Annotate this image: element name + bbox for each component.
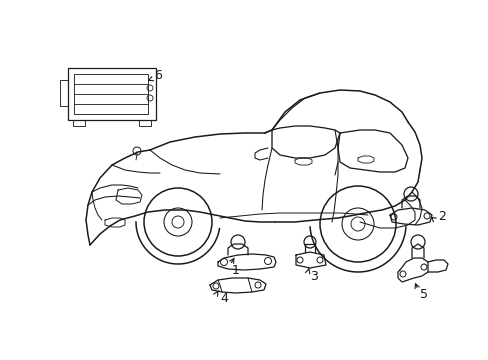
Bar — [68, 68, 156, 120]
Text: 6: 6 — [154, 68, 162, 81]
Text: 5: 5 — [419, 288, 427, 302]
Bar — [60, 80, 68, 106]
Bar — [74, 74, 148, 114]
Text: 1: 1 — [232, 264, 240, 276]
Bar — [139, 120, 151, 126]
Text: 3: 3 — [309, 270, 317, 283]
Text: 2: 2 — [437, 210, 445, 222]
Bar — [73, 120, 85, 126]
Text: 4: 4 — [220, 292, 227, 305]
